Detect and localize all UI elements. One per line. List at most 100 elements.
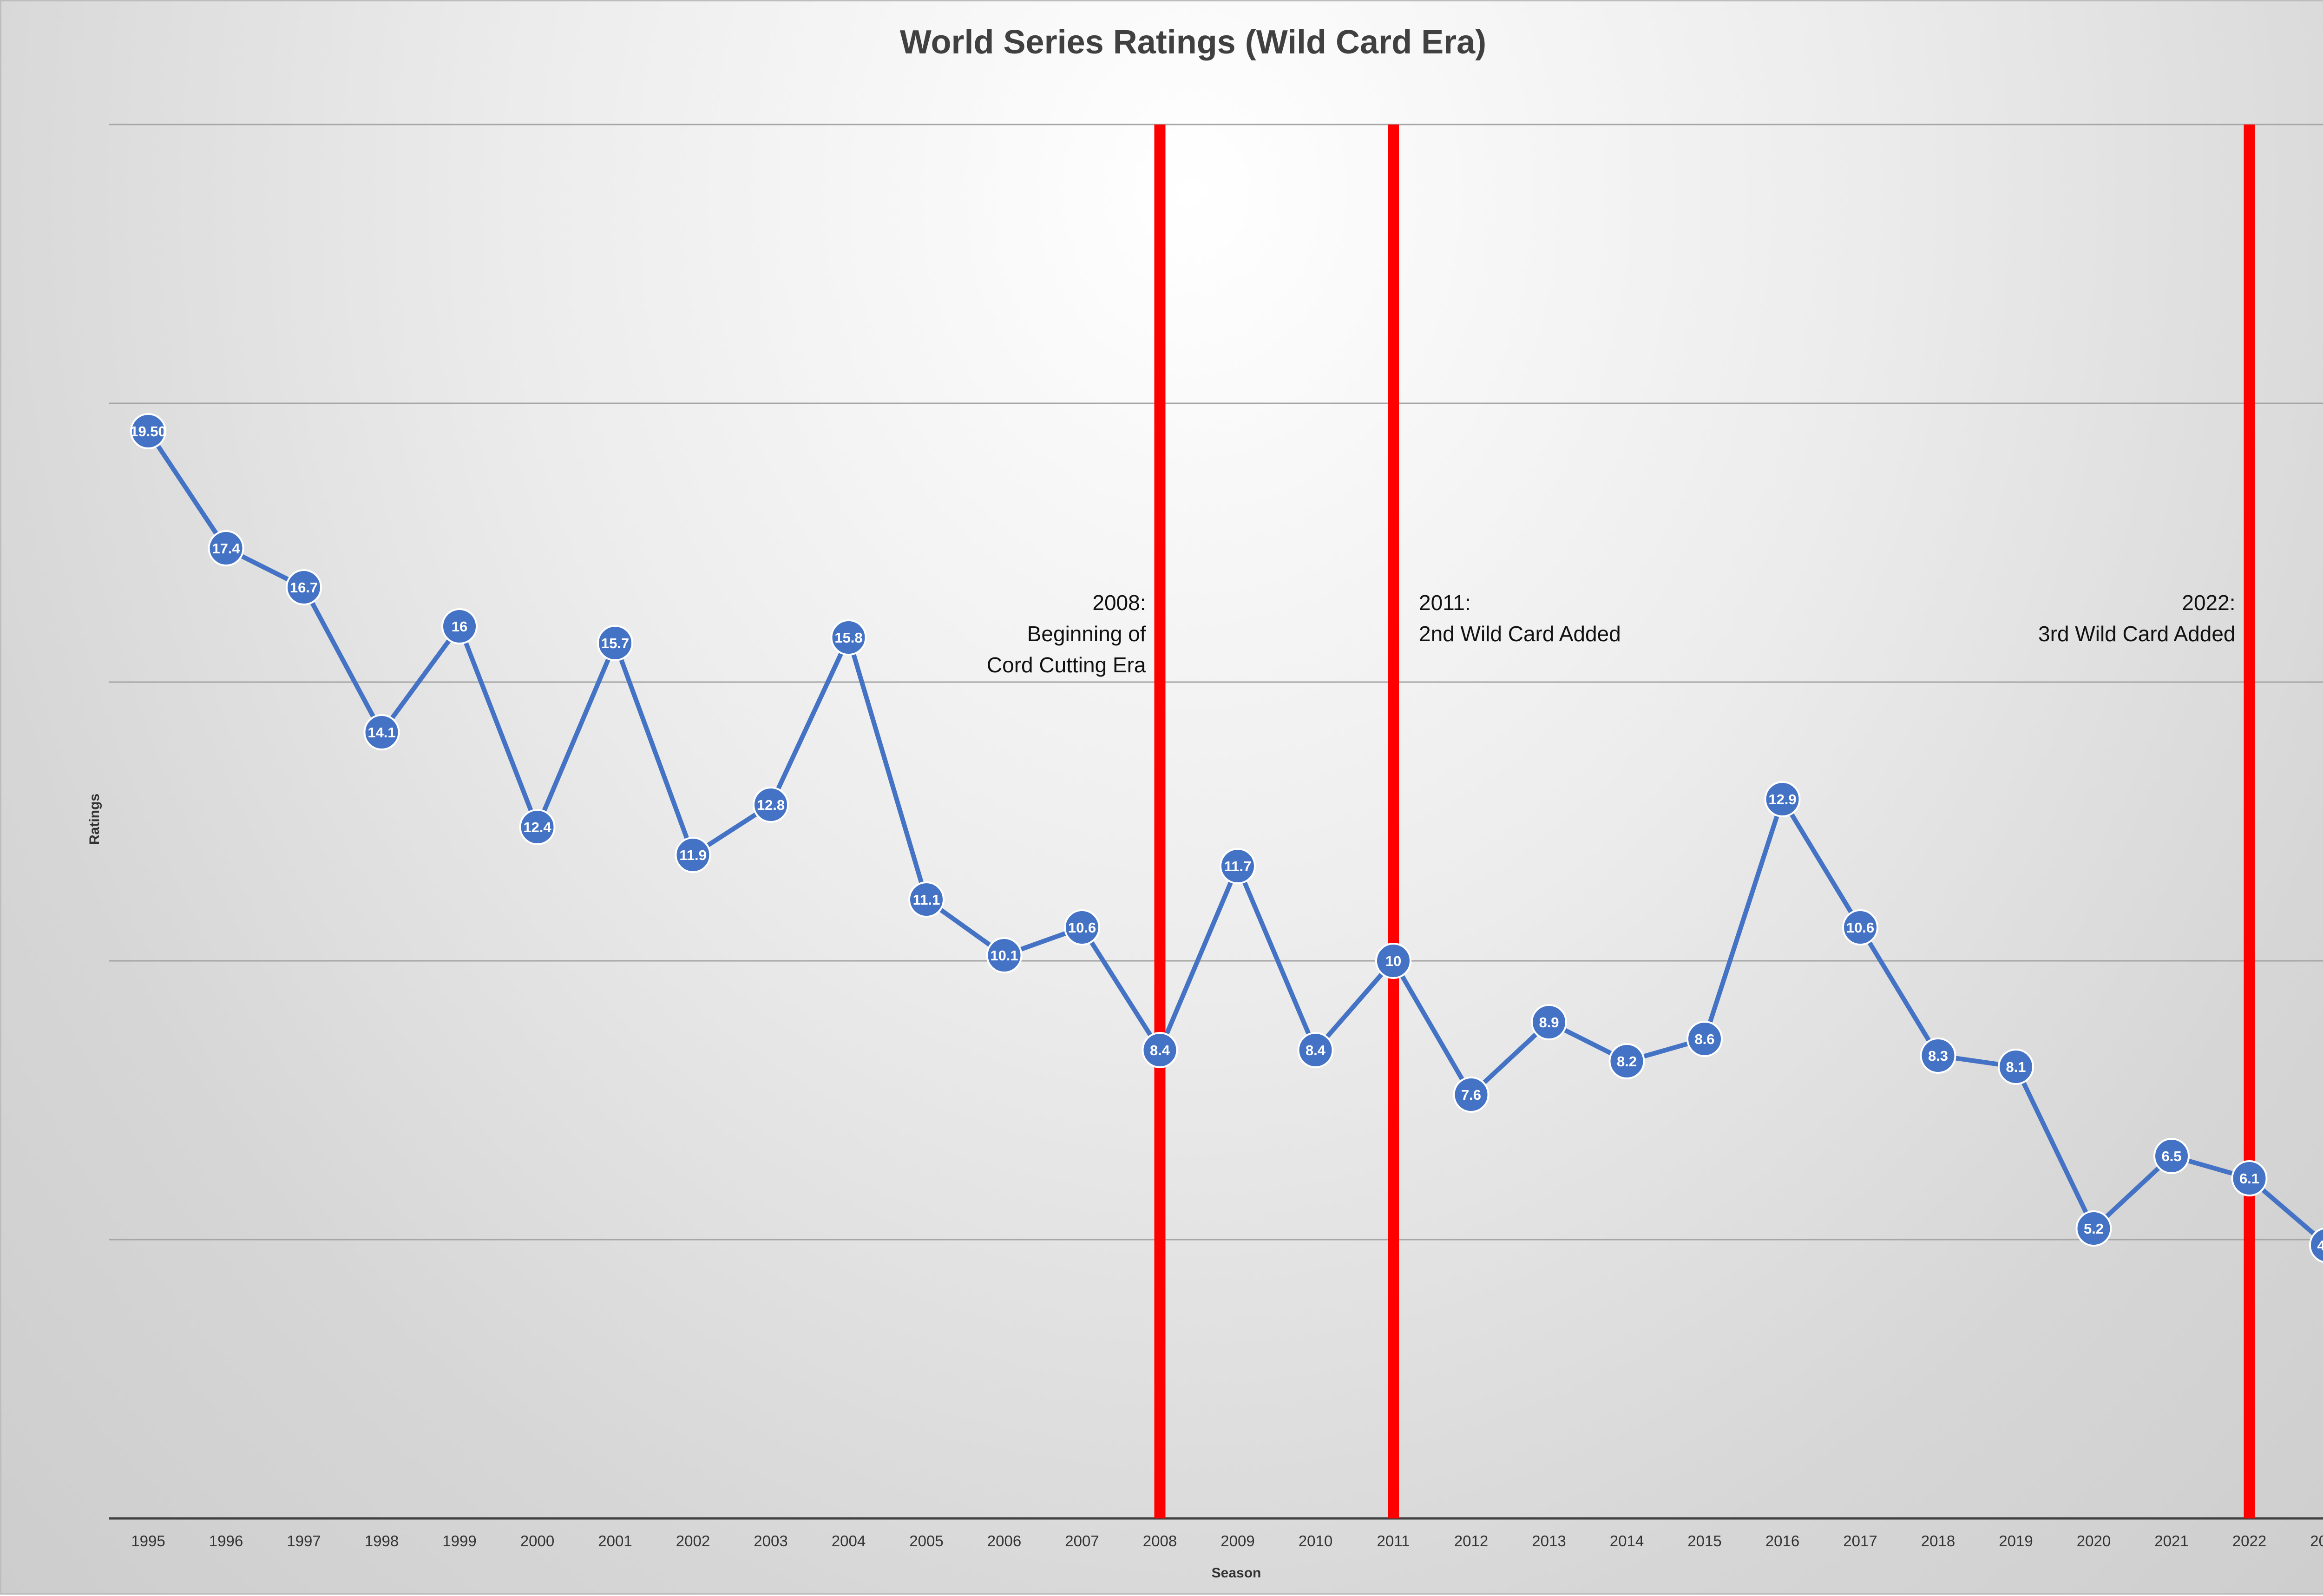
data-label-1999: 16 [452,618,467,635]
x-tick-label-2017: 2017 [1843,1532,1877,1550]
x-tick-label-1997: 1997 [287,1532,321,1550]
data-point-2013 [1531,1004,1567,1040]
data-point-2017 [1842,909,1878,946]
data-point-1997 [286,569,322,605]
reference-lines [1154,125,2255,1518]
x-tick-label-2022: 2022 [2232,1532,2266,1550]
data-point-1999 [441,608,478,644]
x-tick-label-2007: 2007 [1065,1532,1099,1550]
x-tick-label-2018: 2018 [1921,1532,1955,1550]
data-label-2009: 11.7 [1224,858,1252,874]
data-label-1995: 19.50 [130,423,166,440]
data-label-2015: 8.6 [1694,1031,1714,1047]
data-label-2013: 8.9 [1539,1014,1559,1031]
annotations: 2008: Beginning of Cord Cutting Era 2011: 2n… [987,591,2236,677]
series-line [146,430,2323,1245]
x-tick-label-2014: 2014 [1610,1532,1644,1550]
data-label-2016: 12.9 [1768,791,1796,808]
data-label-2006: 10.1 [990,947,1018,964]
annotation-2022-line-1: 2022: [2182,591,2235,615]
x-tick-label-2006: 2006 [987,1532,1021,1550]
data-label-2005: 11.1 [913,892,940,908]
data-label-2002: 11.9 [679,847,707,863]
x-tick-label-2001: 2001 [598,1532,632,1550]
data-label-2011: 10 [1385,953,1401,969]
data-label-2000: 12.4 [523,819,551,835]
data-point-2008 [1142,1032,1178,1068]
x-tick-label-1998: 1998 [365,1532,399,1550]
x-tick-label-1995: 1995 [131,1532,165,1550]
data-label-2019: 8.1 [2006,1059,2026,1075]
data-label-2008: 8.4 [1150,1042,1170,1058]
gridlines [109,124,2323,1241]
data-point-1995 [130,413,166,449]
data-label-2017: 10.6 [1846,920,1874,936]
data-point-2002 [675,837,711,873]
data-point-2011 [1375,943,1411,979]
data-label-2018: 8.3 [1928,1048,1948,1064]
annotation-2011-line-2: 2nd Wild Card Added [1419,622,1621,646]
data-point-2021 [2153,1138,2190,1174]
data-point-2019 [1998,1049,2034,1085]
data-point-2020 [2075,1210,2112,1247]
x-tick-label-2016: 2016 [1765,1532,1799,1550]
annotation-2008-line-3: Cord Cutting Era [987,653,1146,677]
x-tick-label-2019: 2019 [1999,1532,2033,1550]
data-label-2003: 12.8 [757,797,785,813]
x-tick-label-2008: 2008 [1143,1532,1177,1550]
x-tick-label-2011: 2011 [1377,1532,1410,1550]
data-label-2021: 6.5 [2161,1148,2181,1164]
x-tick-label-2012: 2012 [1454,1532,1488,1550]
data-label-2012: 7.6 [1461,1087,1481,1103]
x-tick-label-2015: 2015 [1687,1532,1721,1550]
x-tick-label-2020: 2020 [2077,1532,2111,1550]
x-tick-label-2004: 2004 [832,1532,866,1550]
data-point-2009 [1220,848,1256,884]
data-point-2015 [1686,1021,1723,1057]
x-tick-label-2010: 2010 [1299,1532,1332,1550]
x-tick-label-2023: 2023 [2310,1532,2323,1550]
annotation-2008-line-2: Beginning of [1027,622,1146,646]
data-point-2016 [1764,781,1801,817]
data-point-2018 [1920,1038,1956,1074]
ratings-series: 19.50 17.4 16.7 14.1 16 12.4 15.7 11.9 12.8 15.8 1… [130,413,2323,1263]
data-label-1997: 16.7 [290,579,318,596]
data-point-2004 [830,619,867,656]
x-tick-label-1999: 1999 [442,1532,476,1550]
data-point-2007 [1064,909,1100,946]
annotation-2011-line-1: 2011: [1419,591,1471,615]
data-label-2014: 8.2 [1617,1053,1637,1070]
x-tick-label-1996: 1996 [209,1532,243,1550]
chart-title: World Series Ratings (Wild Card Era) [900,24,1486,61]
data-label-2007: 10.6 [1068,920,1096,936]
data-point-2010 [1297,1032,1334,1068]
x-axis-title: Season [1212,1565,1261,1581]
y-axis-title: Ratings [87,794,102,845]
data-point-2000 [519,809,556,845]
data-point-2014 [1608,1043,1645,1079]
data-label-2020: 5.2 [2084,1221,2104,1237]
data-label-2023: 4.9 [2317,1237,2323,1254]
x-tick-label-2000: 2000 [520,1532,554,1550]
data-label-2004: 15.8 [834,630,862,646]
annotation-2022-line-2: 3rd Wild Card Added [2038,622,2235,646]
x-axis: 1995 1996 1997 1998 1999 2000 2001 2002 2003 2004… [109,1517,2323,1550]
annotation-2008-line-1: 2008: [1092,591,1146,615]
data-label-1996: 17.4 [212,540,240,557]
data-label-2010: 8.4 [1306,1042,1326,1058]
x-tick-label-2013: 2013 [1532,1532,1566,1550]
x-tick-label-2002: 2002 [676,1532,710,1550]
data-point-2023 [2309,1228,2323,1263]
x-tick-label-2009: 2009 [1221,1532,1254,1550]
data-point-2006 [986,937,1023,973]
data-point-2012 [1453,1077,1490,1113]
x-tick-label-2003: 2003 [754,1532,787,1550]
x-tick-label-2005: 2005 [909,1532,943,1550]
data-point-2001 [597,625,633,661]
data-point-1998 [363,714,400,750]
data-point-2022 [2231,1160,2268,1196]
data-point-2005 [908,881,945,918]
data-label-2022: 6.1 [2239,1170,2259,1187]
